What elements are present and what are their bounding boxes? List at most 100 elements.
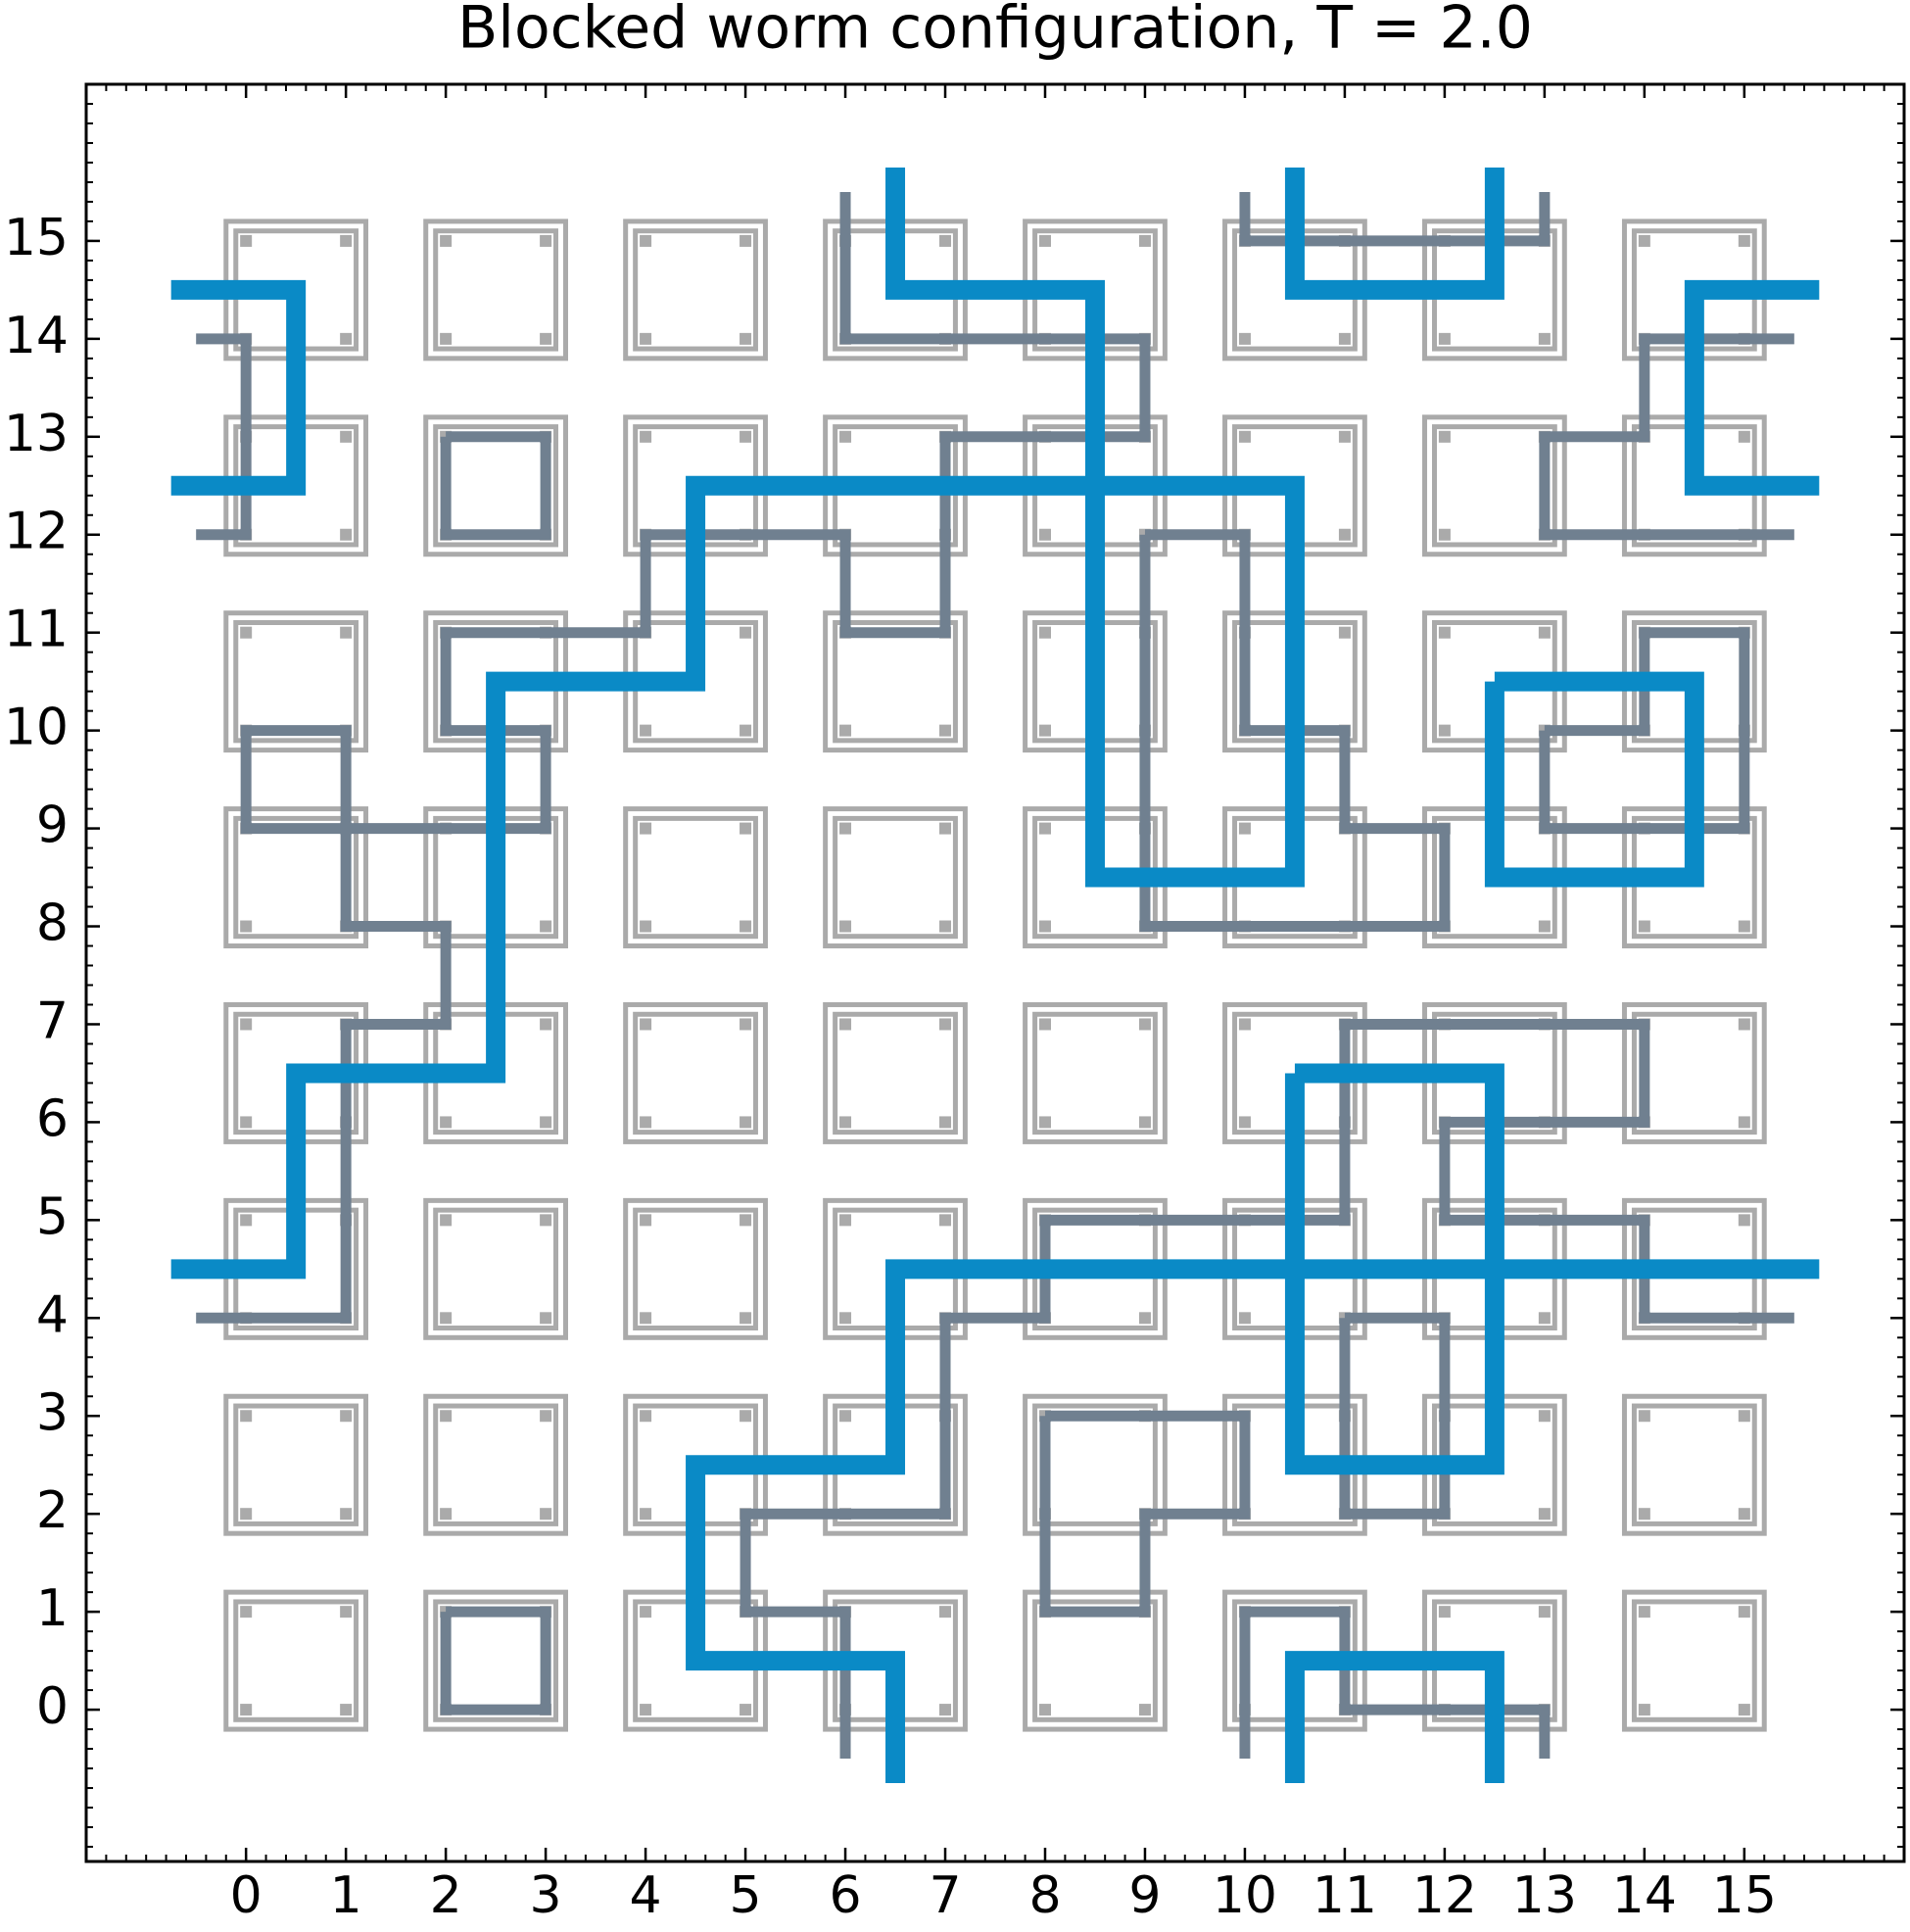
x-tick-label: 8 xyxy=(1028,1866,1061,1925)
plaquette xyxy=(633,815,758,940)
site xyxy=(1738,1704,1750,1716)
x-tick-label: 6 xyxy=(829,1866,861,1925)
y-tick-label: 15 xyxy=(4,209,69,267)
plaquette xyxy=(633,1207,758,1331)
plaquette xyxy=(1422,414,1567,557)
site xyxy=(1738,1410,1750,1423)
site xyxy=(640,430,652,443)
site xyxy=(839,1116,852,1129)
site xyxy=(1738,920,1750,933)
site xyxy=(240,920,253,933)
x-tick-label: 11 xyxy=(1313,1866,1377,1925)
site xyxy=(1738,234,1750,247)
site xyxy=(240,626,253,639)
x-tick-label: 12 xyxy=(1412,1866,1477,1925)
site xyxy=(340,1704,353,1716)
site xyxy=(1238,1018,1251,1031)
site xyxy=(1438,724,1451,737)
x-tick-label: 5 xyxy=(730,1866,762,1925)
site xyxy=(340,1606,353,1618)
plaquette xyxy=(423,1589,568,1732)
y-tick-label: 1 xyxy=(36,1579,69,1638)
y-tick-label: 13 xyxy=(4,405,69,463)
site xyxy=(939,1606,952,1618)
site xyxy=(740,920,752,933)
plaquette xyxy=(1032,1403,1158,1526)
worm-line xyxy=(170,167,1820,1784)
site xyxy=(340,1508,353,1521)
plaquette xyxy=(233,1599,359,1722)
site xyxy=(740,1410,752,1423)
site xyxy=(1238,1116,1251,1129)
site xyxy=(240,1018,253,1031)
site xyxy=(640,920,652,933)
x-tick-label: 3 xyxy=(530,1866,562,1925)
x-tick-label: 2 xyxy=(430,1866,462,1925)
site xyxy=(1038,234,1051,247)
site xyxy=(640,1704,652,1716)
plaquette xyxy=(823,610,968,753)
site xyxy=(1338,430,1351,443)
site xyxy=(240,1214,253,1227)
y-tick-label: 9 xyxy=(36,797,69,855)
site xyxy=(1438,332,1451,345)
site xyxy=(740,1018,752,1031)
site xyxy=(640,1508,652,1521)
plaquette xyxy=(1023,1001,1168,1144)
plaquette xyxy=(233,1403,359,1526)
site xyxy=(740,1704,752,1716)
site xyxy=(240,234,253,247)
site xyxy=(939,1704,952,1716)
site xyxy=(1638,234,1650,247)
site xyxy=(1138,1018,1151,1031)
site xyxy=(440,1410,453,1423)
site xyxy=(340,332,353,345)
site xyxy=(740,1214,752,1227)
y-tick-label: 12 xyxy=(4,503,69,561)
site xyxy=(740,430,752,443)
site xyxy=(640,1606,652,1618)
site xyxy=(1138,1312,1151,1325)
site xyxy=(540,332,552,345)
y-tick-label: 14 xyxy=(4,307,69,365)
site xyxy=(540,1508,552,1521)
x-tick-label: 13 xyxy=(1512,1866,1577,1925)
site xyxy=(1738,1606,1750,1618)
site xyxy=(640,1018,652,1031)
plaquette xyxy=(433,1403,559,1526)
site xyxy=(640,1410,652,1423)
plaquette xyxy=(223,806,369,949)
plaquette xyxy=(823,806,968,949)
site xyxy=(740,822,752,835)
plaquette xyxy=(1631,1403,1757,1526)
plaquette xyxy=(223,1393,369,1536)
site xyxy=(740,626,752,639)
plaquette xyxy=(833,619,958,744)
site xyxy=(440,1312,453,1325)
site xyxy=(1338,332,1351,345)
site xyxy=(939,1116,952,1129)
site xyxy=(1238,1312,1251,1325)
site xyxy=(740,332,752,345)
site xyxy=(1338,528,1351,541)
site xyxy=(1638,1508,1650,1521)
plaquette xyxy=(823,1001,968,1144)
site xyxy=(839,1312,852,1325)
site xyxy=(240,1606,253,1618)
x-tick-label: 9 xyxy=(1128,1866,1161,1925)
plaquette xyxy=(623,806,768,949)
site xyxy=(1638,920,1650,933)
site xyxy=(340,528,353,541)
site xyxy=(440,234,453,247)
site xyxy=(1438,430,1451,443)
plot-frame xyxy=(84,82,1906,1863)
y-tick-label: 5 xyxy=(36,1187,69,1246)
site xyxy=(240,1410,253,1423)
site xyxy=(540,1018,552,1031)
site xyxy=(540,234,552,247)
site xyxy=(240,1116,253,1129)
x-tick-label: 1 xyxy=(330,1866,362,1925)
site xyxy=(939,1018,952,1031)
plaquette xyxy=(433,1599,559,1722)
x-tick-label: 4 xyxy=(630,1866,662,1925)
